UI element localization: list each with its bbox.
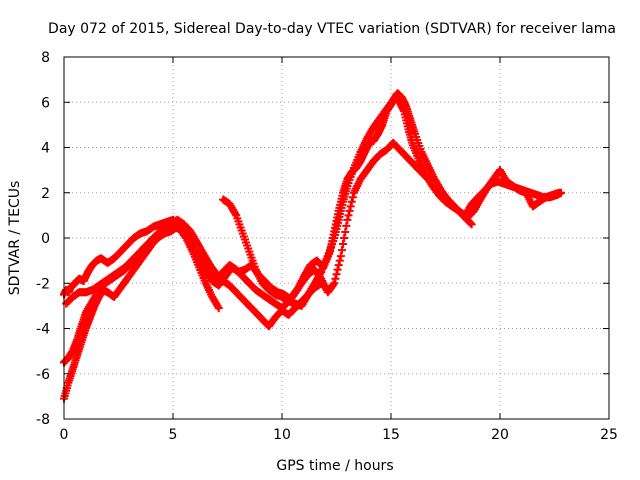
y-tick-label: -2 (36, 276, 50, 292)
data-point (466, 219, 475, 228)
data-point (334, 261, 343, 270)
y-tick-label: 8 (41, 50, 50, 66)
data-point (330, 279, 339, 288)
data-point (322, 284, 331, 293)
data-point (346, 202, 355, 211)
data-point (323, 286, 332, 295)
data-markers (60, 89, 566, 403)
x-axis-label: GPS time / hours (276, 458, 393, 474)
data-point (337, 246, 346, 255)
data-point (554, 188, 563, 197)
data-point (343, 215, 352, 224)
data-point (214, 304, 223, 313)
data-point (333, 265, 342, 274)
x-tick-label: 10 (273, 427, 291, 443)
data-point (340, 234, 349, 242)
x-tick-label: 5 (169, 427, 178, 443)
x-tick-label: 0 (60, 427, 69, 443)
data-point (332, 270, 341, 279)
y-tick-label: 2 (41, 186, 50, 202)
data-point (335, 256, 344, 265)
data-point (347, 197, 356, 206)
axis-ticks: 0 5 10 15 20 25 -8 -6 -4 -2 0 2 4 6 8 (36, 50, 618, 443)
data-point (341, 227, 350, 236)
data-point (331, 274, 340, 283)
x-tick-label: 15 (382, 427, 400, 443)
y-axis-label: SDTVAR / TECUs (7, 181, 23, 296)
data-point (336, 252, 345, 261)
y-tick-label: 6 (41, 95, 50, 111)
data-point (329, 280, 338, 289)
data-point (339, 240, 348, 249)
data-point (344, 211, 353, 220)
chart-title: Day 072 of 2015, Sidereal Day-to-day VTE… (48, 21, 616, 37)
y-tick-label: 4 (41, 141, 50, 157)
x-tick-label: 20 (491, 427, 509, 443)
x-tick-label: 25 (600, 427, 618, 443)
y-tick-label: -4 (36, 322, 50, 338)
y-tick-label: -8 (36, 412, 50, 428)
data-point (342, 221, 351, 230)
y-tick-label: 0 (41, 231, 50, 247)
data-point (467, 220, 476, 229)
data-point (345, 206, 354, 215)
data-point (348, 193, 357, 202)
series-3 (219, 89, 563, 310)
series-4 (62, 215, 332, 331)
y-tick-label: -6 (36, 367, 50, 383)
